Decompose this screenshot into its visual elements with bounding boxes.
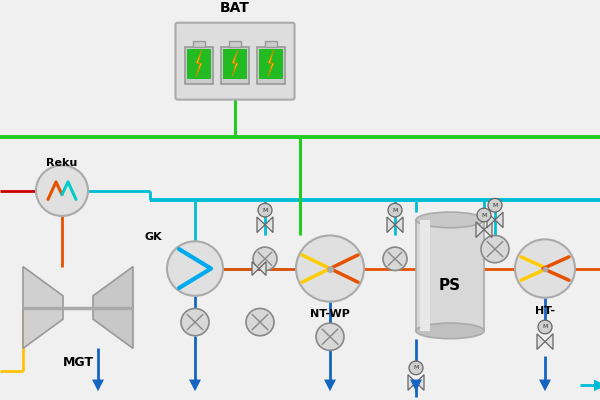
Polygon shape [537,334,545,349]
Polygon shape [487,212,495,228]
Polygon shape [545,334,553,349]
Text: NT-WP: NT-WP [310,310,350,320]
FancyBboxPatch shape [416,220,484,331]
FancyBboxPatch shape [185,46,213,84]
FancyBboxPatch shape [259,48,283,79]
Text: BAT: BAT [220,1,250,15]
Text: MGT: MGT [62,356,94,369]
Polygon shape [484,222,492,237]
Polygon shape [268,50,274,77]
Polygon shape [539,380,551,391]
Polygon shape [395,217,403,232]
Circle shape [316,323,344,350]
Circle shape [258,203,272,217]
FancyBboxPatch shape [176,23,295,100]
Text: M: M [413,365,419,370]
Polygon shape [495,212,503,228]
Circle shape [383,247,407,270]
Polygon shape [189,380,201,391]
Circle shape [181,308,209,336]
Text: PS: PS [439,278,461,293]
Polygon shape [265,217,273,232]
Polygon shape [410,380,422,391]
Text: M: M [493,203,497,208]
Polygon shape [594,380,600,391]
Text: HT-: HT- [535,306,555,316]
Polygon shape [324,380,336,391]
Circle shape [167,241,223,296]
Circle shape [488,198,502,212]
Polygon shape [252,262,259,275]
FancyBboxPatch shape [229,41,241,46]
Circle shape [481,236,509,263]
Polygon shape [387,217,395,232]
Polygon shape [23,267,63,348]
Polygon shape [476,222,484,237]
Text: M: M [542,324,548,330]
Polygon shape [416,375,424,390]
Text: Reku: Reku [46,158,77,168]
Text: M: M [392,208,398,213]
Ellipse shape [416,323,484,339]
FancyBboxPatch shape [193,41,205,46]
Polygon shape [257,217,265,232]
Text: M: M [262,208,268,213]
Circle shape [515,239,575,298]
Polygon shape [259,262,266,275]
FancyBboxPatch shape [221,46,249,84]
Circle shape [388,203,402,217]
Circle shape [409,361,423,375]
Text: M: M [481,212,487,218]
Polygon shape [408,375,416,390]
Polygon shape [93,267,133,348]
Circle shape [36,165,88,216]
Circle shape [477,208,491,222]
Ellipse shape [416,212,484,228]
Circle shape [246,308,274,336]
FancyBboxPatch shape [420,220,430,331]
Circle shape [538,320,552,334]
Polygon shape [232,50,238,77]
FancyBboxPatch shape [223,48,247,79]
Circle shape [296,236,364,302]
Polygon shape [196,50,202,77]
FancyBboxPatch shape [187,48,211,79]
Polygon shape [92,380,104,391]
Text: GK: GK [145,232,162,242]
FancyBboxPatch shape [265,41,277,46]
Circle shape [253,247,277,270]
FancyBboxPatch shape [257,46,285,84]
